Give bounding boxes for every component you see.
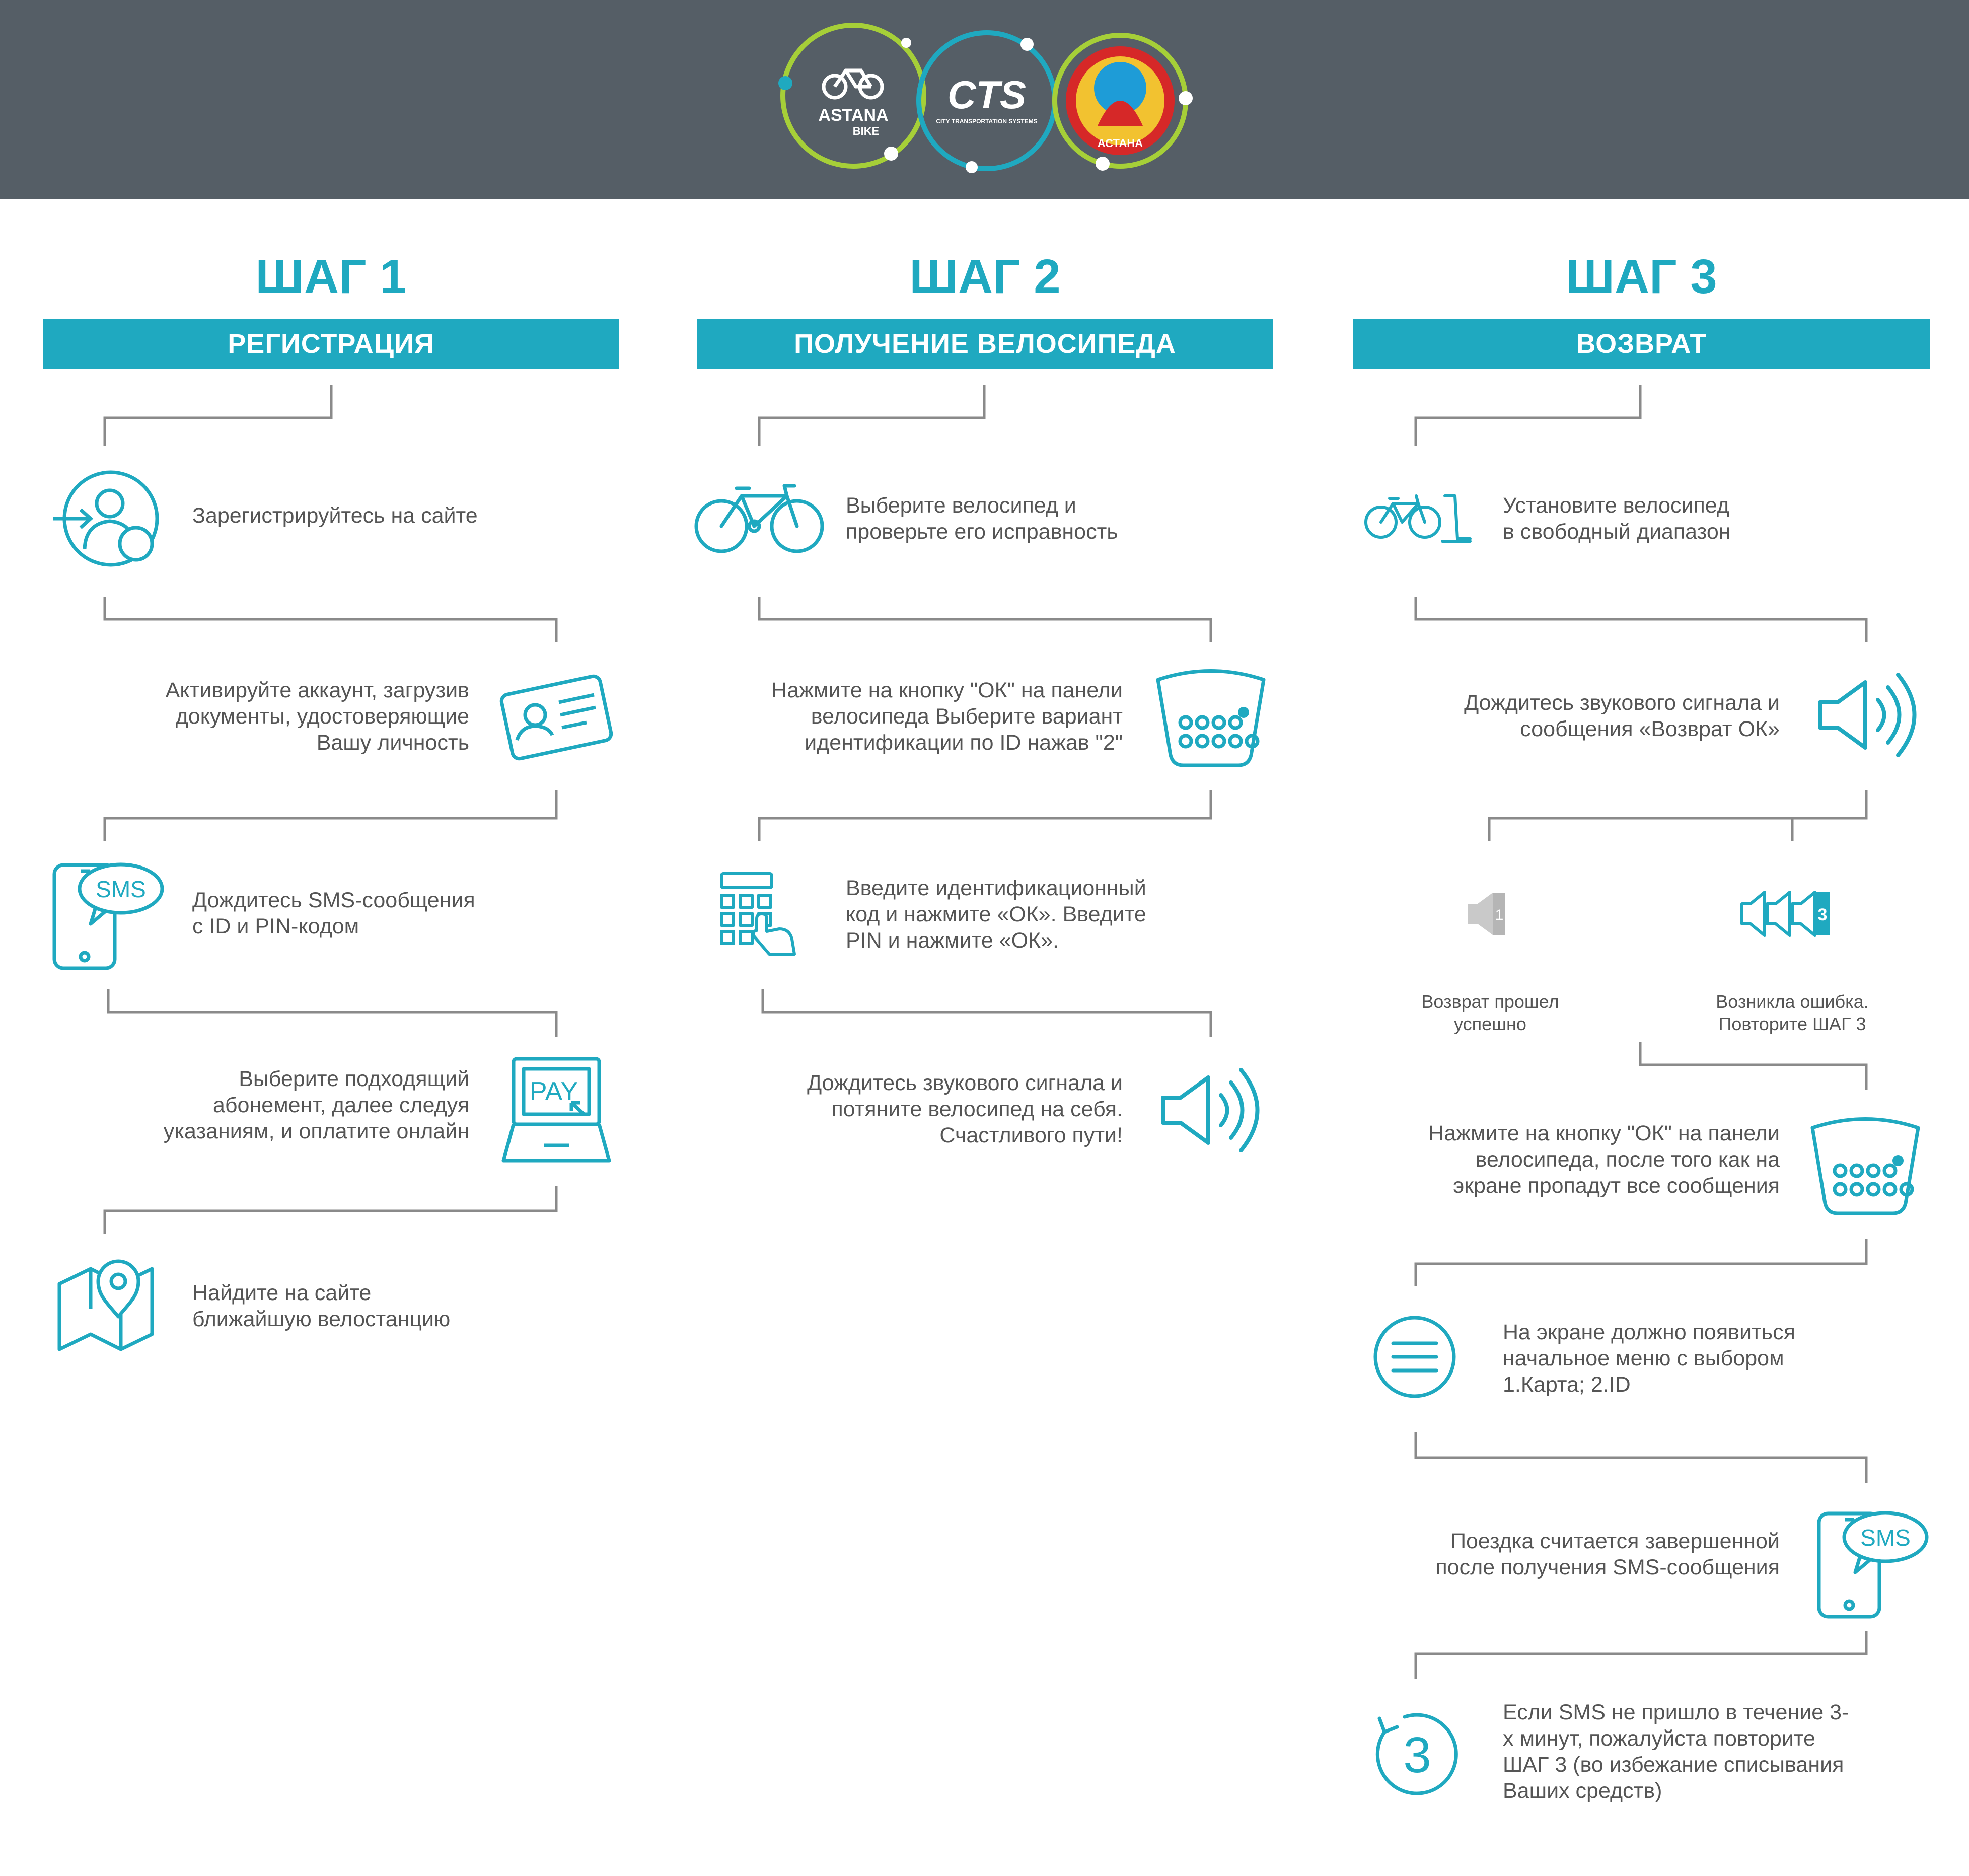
pay-label: PAY <box>530 1077 578 1106</box>
bike-dock-icon <box>1364 494 1472 543</box>
astana-bike-ring <box>780 23 926 169</box>
step-3-item-5-text: Нажмите на кнопку "ОК" на панели велосипе… <box>1428 1121 1780 1198</box>
step-1-title: ШАГ 1 <box>255 250 407 304</box>
bicycle-icon <box>694 484 824 553</box>
step-2-item-3-text: Введите идентификационный код и нажмите «… <box>846 876 1146 953</box>
step-3-item-6-text: На экране должно появиться начальное меню… <box>1503 1320 1795 1397</box>
connector <box>1639 1042 1868 1090</box>
connector <box>1414 597 1868 642</box>
bike-panel-icon <box>1810 1117 1920 1215</box>
step-2-bar: ПОЛУЧЕНИЕ ВЕЛОСИПЕДА <box>697 319 1273 369</box>
bike-panel-icon <box>1156 669 1266 767</box>
step-3-item-1-text: Установите велосипед в свободный диапазон <box>1503 493 1731 544</box>
ring-dot <box>1020 38 1034 51</box>
sound-icon <box>1818 673 1917 757</box>
step-3-item-8-text: Если SMS не пришло в течение 3- х минут, … <box>1503 1700 1849 1803</box>
step-2-item-4-text: Дождитесь звукового сигнала и потяните ве… <box>807 1071 1123 1147</box>
step-1-item-1-text: Зарегистрируйтесь на сайте <box>192 503 478 528</box>
step-2-title: ШАГ 2 <box>909 250 1061 304</box>
speaker-three-icon: 3 <box>1740 891 1830 937</box>
user-login-icon <box>53 470 159 567</box>
menu-icon <box>1373 1316 1456 1398</box>
panel-active-button <box>1238 707 1249 718</box>
step-1-item-3-text: Дождитесь SMS-сообщения с ID и PIN-кодом <box>192 888 475 939</box>
connector <box>758 597 1212 642</box>
emblem-shape <box>1098 101 1143 126</box>
cts-logo-subtext: CITY TRANSPORTATION SYSTEMS <box>936 118 1037 125</box>
connector <box>107 989 558 1037</box>
astana-bike-logo-subtext: BIKE <box>853 125 880 137</box>
step-2-item-2-text: Нажмите на кнопку "ОК" на панели велосипе… <box>771 678 1123 755</box>
map-pin-icon <box>57 1259 154 1351</box>
connector <box>1414 1631 1868 1679</box>
ring-dot <box>884 147 898 161</box>
connector <box>1488 790 1868 841</box>
step-2-item-1-text: Выберите велосипед и проверьте его исправ… <box>846 493 1118 544</box>
keypad-hand-icon <box>720 872 796 956</box>
speaker-one-icon: 1 <box>1468 893 1505 935</box>
sms-phone-icon: SMS <box>52 862 164 970</box>
speaker-count-label: 1 <box>1495 907 1504 923</box>
connector <box>761 989 1212 1037</box>
connector <box>103 385 333 446</box>
panel-active-button <box>1892 1155 1904 1166</box>
ring-dot <box>901 38 911 48</box>
connector <box>1414 1432 1868 1483</box>
astana-bike-logo-text: ASTANA <box>818 106 888 125</box>
connector <box>1414 385 1642 446</box>
connector <box>758 790 1212 841</box>
step-3-title: ШАГ 3 <box>1566 250 1717 304</box>
pay-laptop-icon: PAY <box>501 1057 611 1163</box>
step-3-item-2-text: Дождитесь звукового сигнала и сообщения «… <box>1464 691 1780 741</box>
ring-dot <box>966 161 978 173</box>
sms-label: SMS <box>1860 1525 1911 1551</box>
step-1-item-4-text: Выберите подходящий абонемент, далее след… <box>163 1067 469 1143</box>
ring-dot <box>1096 157 1110 171</box>
step-3-item-3-text: Возврат прошел успешно <box>1421 991 1559 1034</box>
astana-bike-logo: ASTANA BIKE <box>778 23 926 169</box>
bike-logo-icon <box>822 68 884 100</box>
connector <box>1414 1239 1868 1286</box>
timer-three-icon: 3 <box>1375 1713 1458 1795</box>
connector <box>103 1186 558 1234</box>
cts-logo-text: CTS <box>947 73 1026 117</box>
id-card-icon <box>499 674 613 761</box>
step-3-item-7-text: Поездка считается завершенной после получ… <box>1435 1529 1780 1579</box>
step-1-bar: РЕГИСТРАЦИЯ <box>43 319 619 369</box>
emblem-sky <box>1094 62 1146 114</box>
cts-logo: CTS CITY TRANSPORTATION SYSTEMS <box>916 30 1057 173</box>
connector <box>103 790 558 841</box>
timer-label: 3 <box>1403 1727 1431 1783</box>
ring-dot <box>778 76 792 90</box>
astana-emblem: АСТАНА <box>1052 33 1193 171</box>
sms-label: SMS <box>96 876 146 902</box>
emblem-text: АСТАНА <box>1098 137 1143 150</box>
step-3-bar: ВОЗВРАТ <box>1353 319 1930 369</box>
step-3-item-4-text: Возникла ошибка. Повторите ШАГ 3 <box>1716 991 1869 1034</box>
connector <box>758 385 986 446</box>
logos: ASTANA BIKE CTS CITY TRANSPORTATION SYST… <box>778 23 1193 173</box>
sound-icon <box>1161 1068 1260 1152</box>
step-1-item-2-text: Активируйте аккаунт, загрузив документы, … <box>165 678 469 755</box>
sms-phone-icon: SMS <box>1817 1511 1929 1619</box>
step-1-item-5-text: Найдите на сайте ближайшую велостанцию <box>192 1281 451 1331</box>
ring-dot <box>1179 91 1193 105</box>
speaker-count-label: 3 <box>1818 905 1828 924</box>
connector <box>103 597 558 642</box>
header-bar: ASTANA BIKE CTS CITY TRANSPORTATION SYST… <box>0 0 1969 199</box>
